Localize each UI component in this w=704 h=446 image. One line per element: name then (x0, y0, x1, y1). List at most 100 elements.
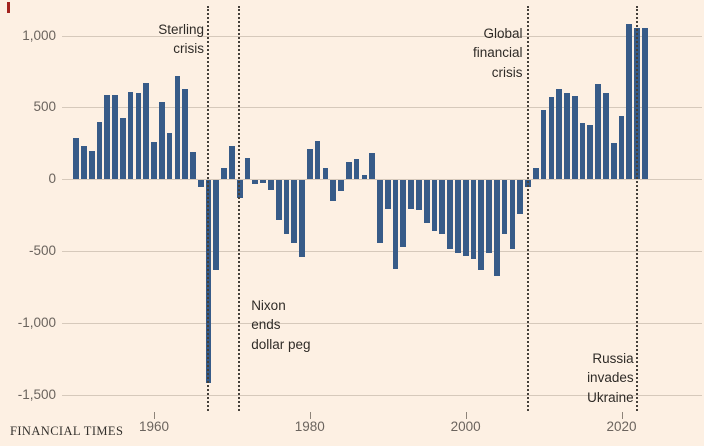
bar-1987 (361, 175, 368, 180)
annotation-line: Nixon (251, 298, 286, 313)
x-tick-2000 (465, 412, 467, 419)
bar-2006 (509, 179, 516, 249)
bar-1994 (416, 179, 422, 210)
annotation-line: ends (251, 317, 281, 333)
annotation-russia-invades-ukraine: Russia invades Ukraine (587, 349, 634, 407)
bar-1977 (283, 179, 290, 235)
annotation-global-financial-crisis: Global financial crisis (473, 24, 523, 82)
gridline--500 (62, 251, 702, 253)
bar-2003 (486, 179, 492, 254)
bar-1974 (260, 179, 266, 183)
bar-2018 (603, 93, 609, 180)
bar-1963 (174, 75, 181, 180)
event-line-nixon-dollar-peg (238, 6, 241, 411)
bar-2000 (462, 179, 469, 256)
annotation-line: Russia (592, 351, 634, 366)
bar-1990 (384, 179, 391, 209)
y-axis-label-500: 500 (33, 99, 56, 115)
bar-2013 (564, 93, 570, 180)
bar-1978 (291, 179, 298, 244)
bar-1991 (392, 179, 399, 269)
annotation-line: crisis (173, 41, 204, 57)
bar-2005 (501, 179, 508, 235)
annotation-line: Ukraine (587, 389, 634, 405)
bar-2012 (556, 88, 563, 180)
y-axis-label--500: -500 (28, 243, 56, 259)
annotation-line: financial (472, 45, 523, 61)
bar-1955 (112, 94, 118, 180)
bar-2004 (493, 179, 500, 277)
annotation-line: invades (587, 370, 634, 386)
bar-2019 (610, 143, 617, 180)
bar-1969 (221, 167, 227, 180)
bar-1958 (135, 93, 142, 180)
bar-2015 (579, 123, 586, 180)
gridline-500 (62, 107, 702, 109)
bar-1950 (73, 137, 79, 180)
bar-2020 (618, 116, 625, 180)
bar-1973 (252, 179, 259, 185)
red-mark (7, 2, 10, 13)
bar-1992 (400, 179, 407, 248)
bar-1960 (151, 141, 157, 180)
event-line-global-financial-crisis (526, 6, 529, 411)
bar-2016 (587, 124, 594, 180)
y-axis-label--1500: -1,500 (17, 387, 56, 402)
bar-1970 (229, 146, 235, 180)
bar-1995 (423, 179, 430, 223)
bar-2023 (642, 28, 648, 180)
x-tick-1960 (154, 412, 155, 419)
x-axis-label-2020: 2020 (606, 419, 637, 434)
bar-1980 (306, 149, 313, 180)
x-tick-2020 (621, 412, 623, 419)
bar-1999 (455, 179, 461, 254)
y-axis-label--1000: -1,000 (17, 315, 56, 331)
bar-1972 (244, 157, 251, 180)
bar-1982 (322, 167, 329, 180)
event-line-russia-invades-ukraine (635, 6, 638, 411)
bar-1952 (88, 150, 95, 180)
bar-1984 (338, 179, 344, 192)
bar-1951 (81, 146, 87, 180)
x-axis-label-1980: 1980 (294, 419, 325, 434)
bar-1957 (127, 91, 134, 180)
bar-2001 (470, 179, 477, 259)
bar-1961 (158, 101, 165, 180)
bar-1966 (197, 179, 204, 187)
bar-2009 (532, 167, 539, 180)
bar-1989 (377, 179, 383, 244)
bar-1996 (431, 179, 438, 231)
ft-logo: FINANCIAL TIMES (10, 424, 124, 438)
bar-1985 (345, 162, 352, 180)
bar-2011 (548, 97, 555, 180)
bar-2017 (595, 84, 601, 180)
bar-1953 (96, 121, 103, 180)
bar-1993 (408, 179, 414, 209)
annotation-line: crisis (491, 64, 523, 80)
bar-2014 (571, 95, 578, 180)
gridline-1000 (62, 35, 702, 37)
annotation-line: dollar peg (251, 336, 311, 352)
bar-1981 (314, 140, 321, 180)
bar-1997 (439, 179, 446, 234)
bar-1968 (213, 179, 220, 271)
x-axis-label-1960: 1960 (138, 419, 170, 434)
x-axis-label-2000: 2000 (450, 419, 481, 434)
bar-1954 (104, 94, 111, 180)
bar-1975 (268, 179, 274, 190)
y-axis-label-0: 0 (48, 171, 56, 187)
annotation-line: Sterling (158, 22, 204, 37)
bar-2007 (517, 179, 524, 215)
bar-1964 (182, 88, 189, 180)
bar-1988 (369, 153, 376, 180)
bar-2010 (540, 110, 547, 180)
gridline--1500 (62, 395, 702, 396)
annotation-sterling-crisis: Sterling crisis (158, 20, 204, 59)
bar-1965 (190, 152, 196, 180)
bar-2021 (626, 24, 633, 180)
gridline--1000 (62, 323, 702, 325)
annotation-nixon-dollar-peg: Nixon ends dollar peg (251, 296, 310, 354)
bar-1956 (119, 117, 126, 180)
bar-1998 (447, 179, 453, 249)
